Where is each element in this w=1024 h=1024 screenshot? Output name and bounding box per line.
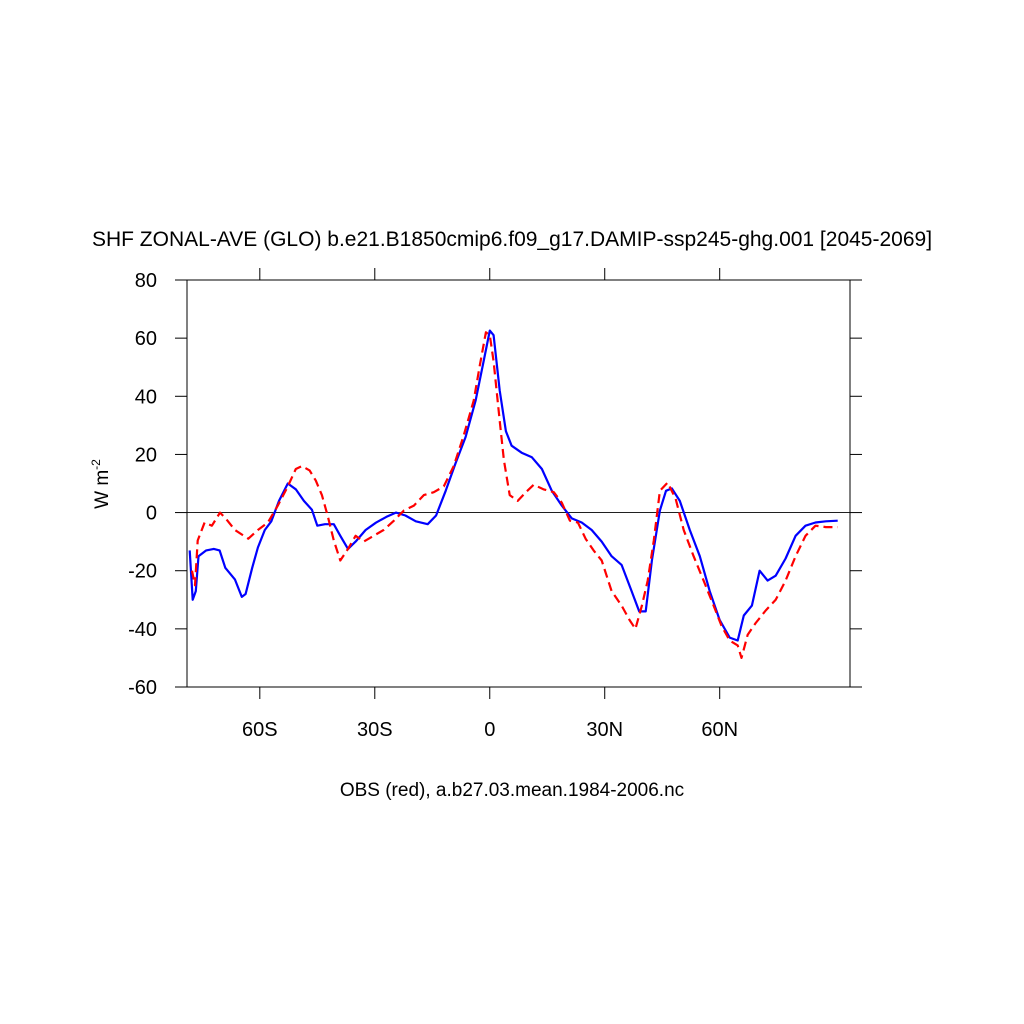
y-tick-label: -60 [128, 677, 157, 699]
y-tick-label: 0 [146, 503, 157, 525]
series-line [190, 331, 838, 659]
x-tick-label: 60N [701, 719, 738, 741]
plot-frame [186, 279, 851, 688]
chart-title: SHF ZONAL-AVE (GLO) b.e21.B1850cmip6.f09… [92, 228, 932, 251]
x-tick-label: 60S [242, 719, 278, 741]
y-tick-label: 40 [135, 386, 157, 408]
x-axis-label: OBS (red), a.b27.03.mean.1984-2006.nc [340, 780, 684, 801]
y-axis-label: W m-2 [89, 459, 113, 509]
y-tick-label: 80 [135, 270, 157, 292]
y-tick-label: 20 [135, 444, 157, 466]
x-tick-label: 30S [357, 719, 393, 741]
x-tick-label: 30N [586, 719, 623, 741]
y-axis-label-exponent: -2 [89, 459, 103, 470]
y-tick-label: -20 [128, 561, 157, 583]
x-tick-label: 0 [484, 719, 495, 741]
y-tick-label: -40 [128, 619, 157, 641]
y-tick-label: 60 [135, 328, 157, 350]
y-axis-label-text: W m [92, 470, 113, 509]
series-line [188, 329, 838, 642]
